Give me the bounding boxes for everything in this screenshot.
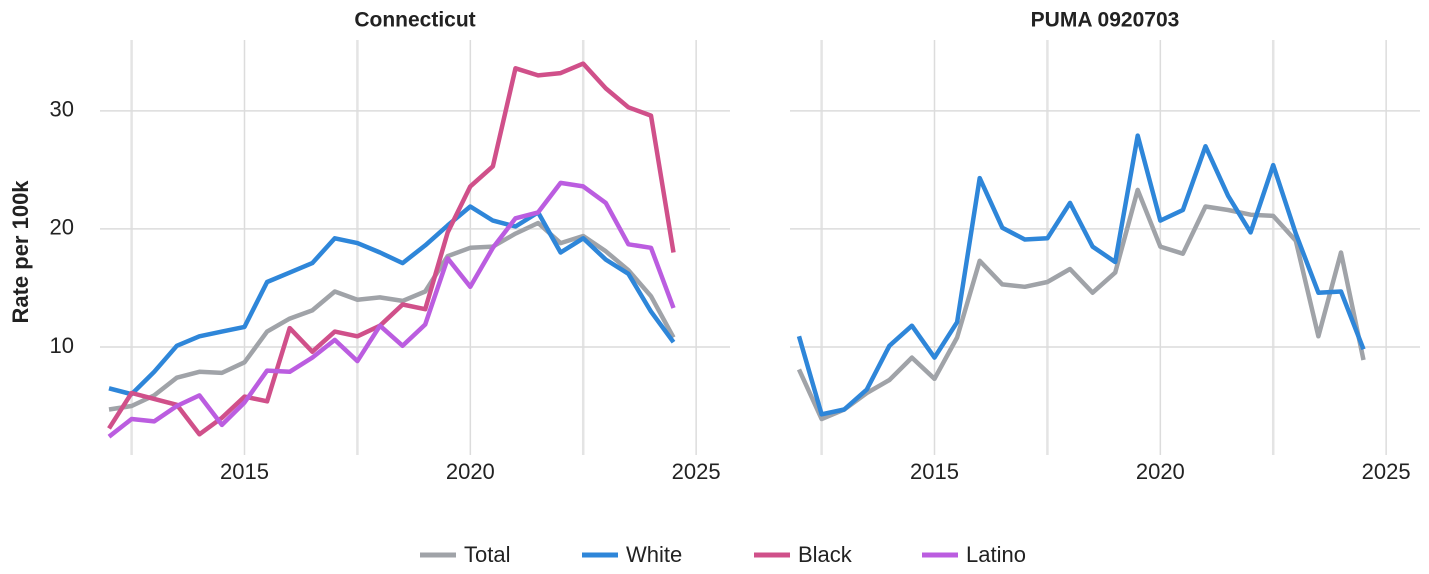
x-tick-label: 2020 (446, 459, 495, 484)
legend-item: Black (754, 542, 853, 567)
panel-title: PUMA 0920703 (1031, 9, 1180, 32)
series-line (108, 220, 676, 412)
series-line (796, 133, 1366, 417)
x-tick-label: 2015 (910, 459, 959, 484)
legend-item: White (582, 542, 682, 567)
legend-item: Latino (922, 542, 1026, 567)
series-line (107, 61, 676, 437)
x-tick-label: 2020 (1136, 459, 1185, 484)
legend-label: Black (798, 542, 853, 567)
series-line (107, 180, 676, 439)
series-line (108, 204, 676, 397)
x-tick-label: 2015 (220, 459, 269, 484)
y-tick-label: 30 (50, 97, 74, 122)
x-tick-label: 2025 (672, 459, 721, 484)
legend-label: White (626, 542, 682, 567)
x-tick-label: 2025 (1362, 459, 1411, 484)
series-line (796, 187, 1366, 422)
panel-title: Connecticut (354, 9, 475, 32)
legend-label: Latino (966, 542, 1026, 567)
y-tick-label: 20 (50, 215, 74, 240)
legend-item: Total (420, 542, 510, 567)
legend-label: Total (464, 542, 510, 567)
y-axis-label: Rate per 100k (8, 180, 33, 324)
y-tick-label: 10 (50, 333, 74, 358)
